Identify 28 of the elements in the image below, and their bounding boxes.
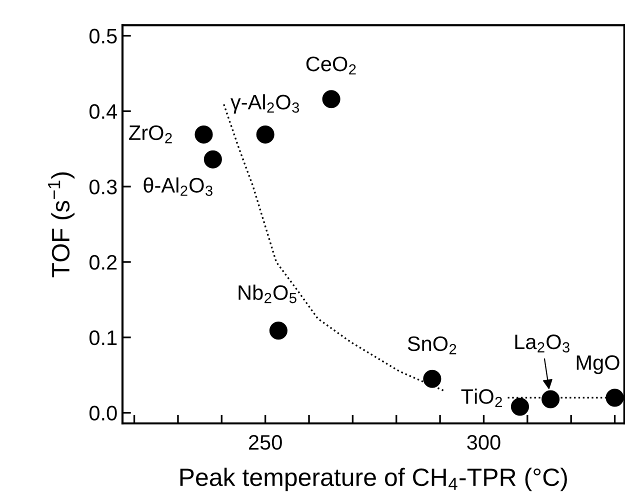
y-tick-label: 0.0 <box>89 406 117 421</box>
annotation: TiO$_{2}$ <box>461 388 502 408</box>
annotation: Nb$_{2}$O$_{5}$ <box>238 284 296 304</box>
point <box>256 126 274 144</box>
y-tick-label: 0.2 <box>89 254 117 270</box>
annotation: SnO$_{2}$ <box>408 336 456 354</box>
annotation: ZrO$_{2}$ <box>129 125 172 144</box>
y-tick-label: 0.3 <box>89 180 117 194</box>
point <box>606 388 624 407</box>
point <box>269 322 288 340</box>
y-axis-title: TOF (s$^{−1}$) <box>48 172 74 278</box>
point <box>510 398 530 416</box>
y-tick-label: 0.4 <box>89 104 118 119</box>
point <box>423 370 442 388</box>
x-axis-title: Peak temperature of CH$_{4}$-TPR (°C) <box>180 468 567 492</box>
point <box>322 90 340 108</box>
y-tick-label: 0.5 <box>89 28 117 44</box>
y-tick-label: 0.1 <box>89 330 117 346</box>
annotation: MgO <box>576 355 620 374</box>
x-tick-label: 300 <box>467 435 500 450</box>
x-tick-label: 250 <box>249 435 282 450</box>
annotation: La$_{2}$O$_{3}$ <box>515 334 570 352</box>
annotation: γ-Al$_{2}$O$_{3}$ <box>230 94 300 114</box>
point <box>204 150 222 168</box>
point <box>194 126 213 144</box>
annotation: θ-Al$_{2}$O$_{3}$ <box>144 177 212 196</box>
annotation: CeO$_{2}$ <box>306 56 356 74</box>
point <box>542 390 560 408</box>
